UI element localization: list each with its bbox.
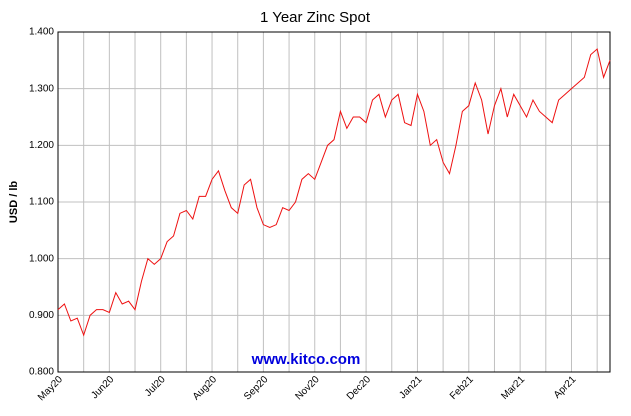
y-tick-label: 1.000 [29,253,54,264]
x-tick-label: Apr21 [552,374,579,401]
x-tick-label: Sep20 [242,374,271,403]
chart-title: 1 Year Zinc Spot [260,9,371,26]
x-tick-label: Feb21 [448,374,476,402]
x-tick-label: Nov20 [294,374,323,403]
x-tick-label: Dec20 [345,374,374,403]
x-tick-label: Jul20 [143,374,168,399]
y-tick-label: 0.900 [29,310,54,321]
y-tick-label: 1.300 [29,83,54,94]
x-tick-label: Jan21 [397,374,424,401]
x-tick-label: Aug20 [191,374,220,403]
line-series [57,48,611,337]
watermark: www.kitco.com [251,351,361,368]
plot-border [57,31,611,373]
y-tick-label: 1.200 [29,140,54,151]
x-tick-label: Jun20 [89,374,116,401]
y-tick-label: 1.400 [29,27,54,38]
y-tick-label: 1.100 [29,197,54,208]
x-tick-label: Mar21 [499,374,527,402]
x-tick-label: May20 [36,374,65,403]
y-axis-label: USD / lb [8,181,20,223]
y-tick-label: 0.800 [29,367,54,378]
